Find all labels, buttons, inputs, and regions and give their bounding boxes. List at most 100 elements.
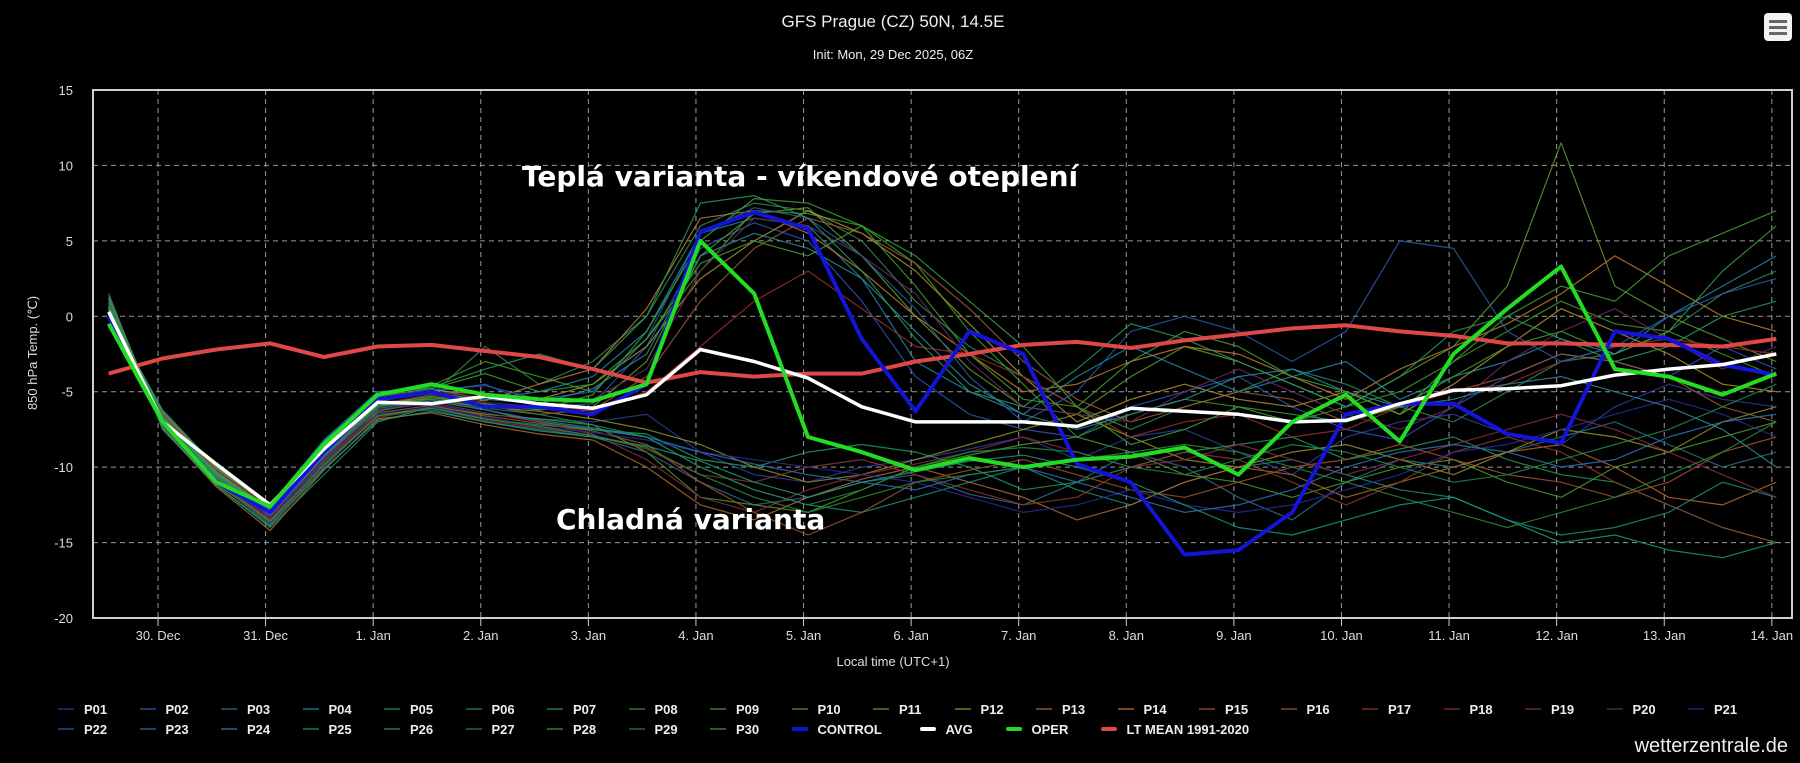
legend-item-p30[interactable]: P30 — [710, 722, 792, 737]
legend-swatch — [465, 708, 482, 710]
legend-swatch — [139, 728, 156, 730]
legend-item-p24[interactable]: P24 — [221, 722, 303, 737]
legend-item-p28[interactable]: P28 — [547, 722, 629, 737]
legend-label: P08 — [654, 701, 678, 717]
series-line-p27 — [108, 305, 1777, 515]
x-tick-label: 12. Jan — [1535, 628, 1578, 643]
x-tick-label: 31. Dec — [243, 628, 288, 643]
y-axis-label: 850 hPa Temp. (℃) — [25, 295, 40, 411]
x-tick-label: 1. Jan — [355, 628, 390, 643]
y-tick-label: -20 — [54, 611, 73, 626]
legend-label: P03 — [247, 701, 271, 717]
x-tick-label: 6. Jan — [893, 628, 928, 643]
legend-label: P29 — [654, 721, 678, 737]
legend-item-p17[interactable]: P17 — [1362, 702, 1444, 717]
x-tick-label: 5. Jan — [786, 628, 821, 643]
legend-item-p08[interactable]: P08 — [628, 701, 711, 717]
legend-item-p21[interactable]: P21 — [1688, 702, 1770, 717]
legend-item-p18[interactable]: P18 — [1443, 701, 1526, 717]
legend-swatch — [139, 708, 156, 710]
legend-item-p05[interactable]: P05 — [384, 702, 466, 717]
legend-swatch — [1688, 708, 1704, 710]
legend-label: LT MEAN 1991-2020 — [1126, 721, 1250, 737]
legend-swatch — [384, 708, 400, 710]
legend-label: P16 — [1306, 701, 1330, 717]
legend-item-p06[interactable]: P06 — [465, 701, 548, 717]
x-tick-label: 3. Jan — [571, 628, 606, 643]
legend-label: AVG — [945, 721, 973, 737]
legend-item-avg[interactable]: AVG — [919, 721, 1006, 737]
legend-item-p22[interactable]: P22 — [58, 722, 140, 737]
legend-row: P01 P02 P03 P04 P05 P06 P07 P08 P09 P10 P11 P12 P13 P… — [58, 699, 1788, 719]
legend-swatch — [1362, 708, 1378, 710]
legend-label: P13 — [1062, 701, 1086, 717]
series-line-p06 — [108, 202, 1777, 514]
legend-item-p29[interactable]: P29 — [628, 721, 711, 737]
legend-item-p12[interactable]: P12 — [954, 702, 1037, 717]
legend-item-p11[interactable]: P11 — [873, 702, 955, 717]
series-line-p23 — [108, 302, 1777, 517]
legend-item-p16[interactable]: P16 — [1280, 701, 1363, 717]
legend-swatch — [465, 728, 482, 730]
legend-label: P18 — [1469, 701, 1493, 717]
x-tick-label: 14. Jan — [1750, 628, 1793, 643]
legend-item-p10[interactable]: P10 — [791, 702, 874, 717]
legend-swatch — [384, 728, 400, 730]
legend-item-p19[interactable]: P19 — [1525, 702, 1607, 717]
legend-label: P15 — [1225, 701, 1249, 717]
legend-swatch — [1525, 708, 1541, 710]
legend-swatch — [791, 727, 808, 731]
legend-item-p27[interactable]: P27 — [465, 722, 548, 737]
y-tick-label: 0 — [66, 309, 73, 324]
legend-item-p25[interactable]: P25 — [302, 722, 385, 737]
legend-label: P09 — [736, 701, 760, 717]
legend-label: P06 — [491, 701, 515, 717]
legend-label: P02 — [165, 701, 189, 717]
legend-swatch — [58, 728, 74, 730]
legend-item-p02[interactable]: P02 — [139, 701, 222, 717]
legend-label: P04 — [328, 701, 352, 717]
series-line-p15 — [108, 302, 1777, 536]
legend-item-p23[interactable]: P23 — [139, 722, 222, 737]
legend-item-oper[interactable]: OPER — [1005, 722, 1101, 737]
legend-label: P26 — [410, 721, 434, 737]
chart-title: GFS Prague (CZ) 50N, 14.5E — [781, 12, 1005, 31]
legend-swatch — [58, 708, 74, 710]
legend-item-p07[interactable]: P07 — [547, 702, 629, 717]
legend-swatch — [628, 708, 645, 710]
series-line-oper — [106, 238, 1778, 509]
legend-swatch — [1280, 708, 1297, 710]
annotation-cold-variant: Chladná varianta — [556, 503, 826, 536]
x-tick-label: 11. Jan — [1428, 628, 1470, 643]
legend-item-p14[interactable]: P14 — [1117, 702, 1200, 717]
series-line-p29 — [108, 300, 1777, 529]
legend-label: P05 — [410, 701, 434, 717]
legend-swatch — [873, 708, 889, 710]
hamburger-menu-icon[interactable] — [1764, 13, 1792, 41]
x-tick-label: 4. Jan — [678, 628, 713, 643]
legend-item-p26[interactable]: P26 — [384, 722, 466, 737]
legend-item-p13[interactable]: P13 — [1036, 702, 1118, 717]
legend-item-lt-mean-1991-2020[interactable]: LT MEAN 1991-2020 — [1100, 721, 1250, 737]
legend-item-p09[interactable]: P09 — [710, 702, 792, 717]
legend-item-p04[interactable]: P04 — [302, 701, 385, 717]
legend-item-p20[interactable]: P20 — [1606, 702, 1689, 717]
legend-swatch — [628, 728, 645, 730]
legend-swatch — [710, 708, 726, 710]
legend-label: P01 — [84, 701, 108, 717]
legend-swatch — [919, 727, 936, 731]
legend-item-control[interactable]: CONTROL — [791, 722, 920, 737]
legend-label: P21 — [1714, 701, 1738, 717]
legend-label: P17 — [1388, 701, 1412, 717]
legend-swatch — [221, 708, 237, 710]
legend-item-p01[interactable]: P01 — [58, 702, 140, 717]
annotation-warm-variant: Teplá varianta - víkendové oteplení — [522, 160, 1079, 193]
legend-item-p15[interactable]: P15 — [1199, 702, 1281, 717]
legend-label: P24 — [247, 721, 271, 737]
legend-item-p03[interactable]: P03 — [221, 702, 303, 717]
y-tick-label: 5 — [66, 234, 73, 249]
legend-swatch — [1117, 708, 1134, 710]
x-tick-label: 7. Jan — [1001, 628, 1036, 643]
legend-label: P07 — [573, 701, 597, 717]
